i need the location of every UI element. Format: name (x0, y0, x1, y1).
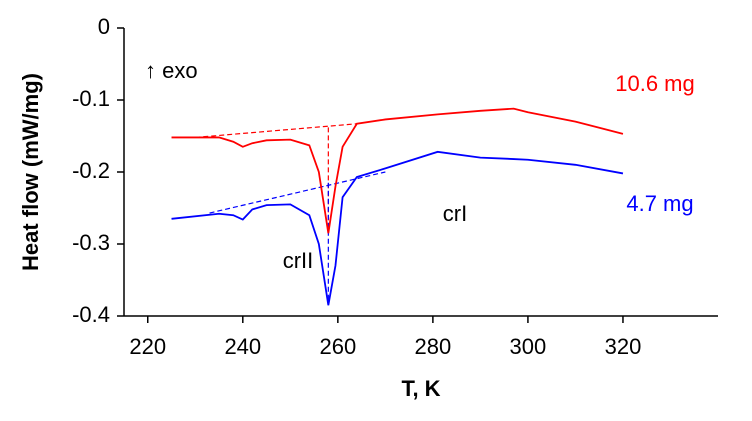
x-tick-label: 320 (605, 334, 642, 359)
annotation: ↑ exo (145, 58, 198, 83)
series-line (171, 150, 624, 306)
y-tick-label: -0.3 (72, 230, 110, 255)
baseline (195, 123, 357, 139)
y-axis-title: Heat flow (mW/mg) (18, 73, 43, 271)
y-tick-label: -0.2 (72, 158, 110, 183)
y-tick-label: -0.1 (72, 86, 110, 111)
x-tick-label: 300 (510, 334, 547, 359)
x-tick-label: 260 (319, 334, 356, 359)
series-line (171, 107, 624, 234)
y-tick-label: 0 (98, 14, 110, 39)
series-label: 10.6 mg (615, 71, 695, 96)
x-tick-label: 280 (415, 334, 452, 359)
annotation: crII (283, 248, 314, 273)
y-tick-label: -0.4 (72, 302, 110, 327)
baseline (209, 171, 386, 214)
x-axis-title: T, K (401, 376, 440, 401)
annotation: crI (443, 201, 467, 226)
series-label: 4.7 mg (626, 191, 693, 216)
x-tick-label: 240 (224, 334, 261, 359)
x-tick-label: 220 (129, 334, 166, 359)
